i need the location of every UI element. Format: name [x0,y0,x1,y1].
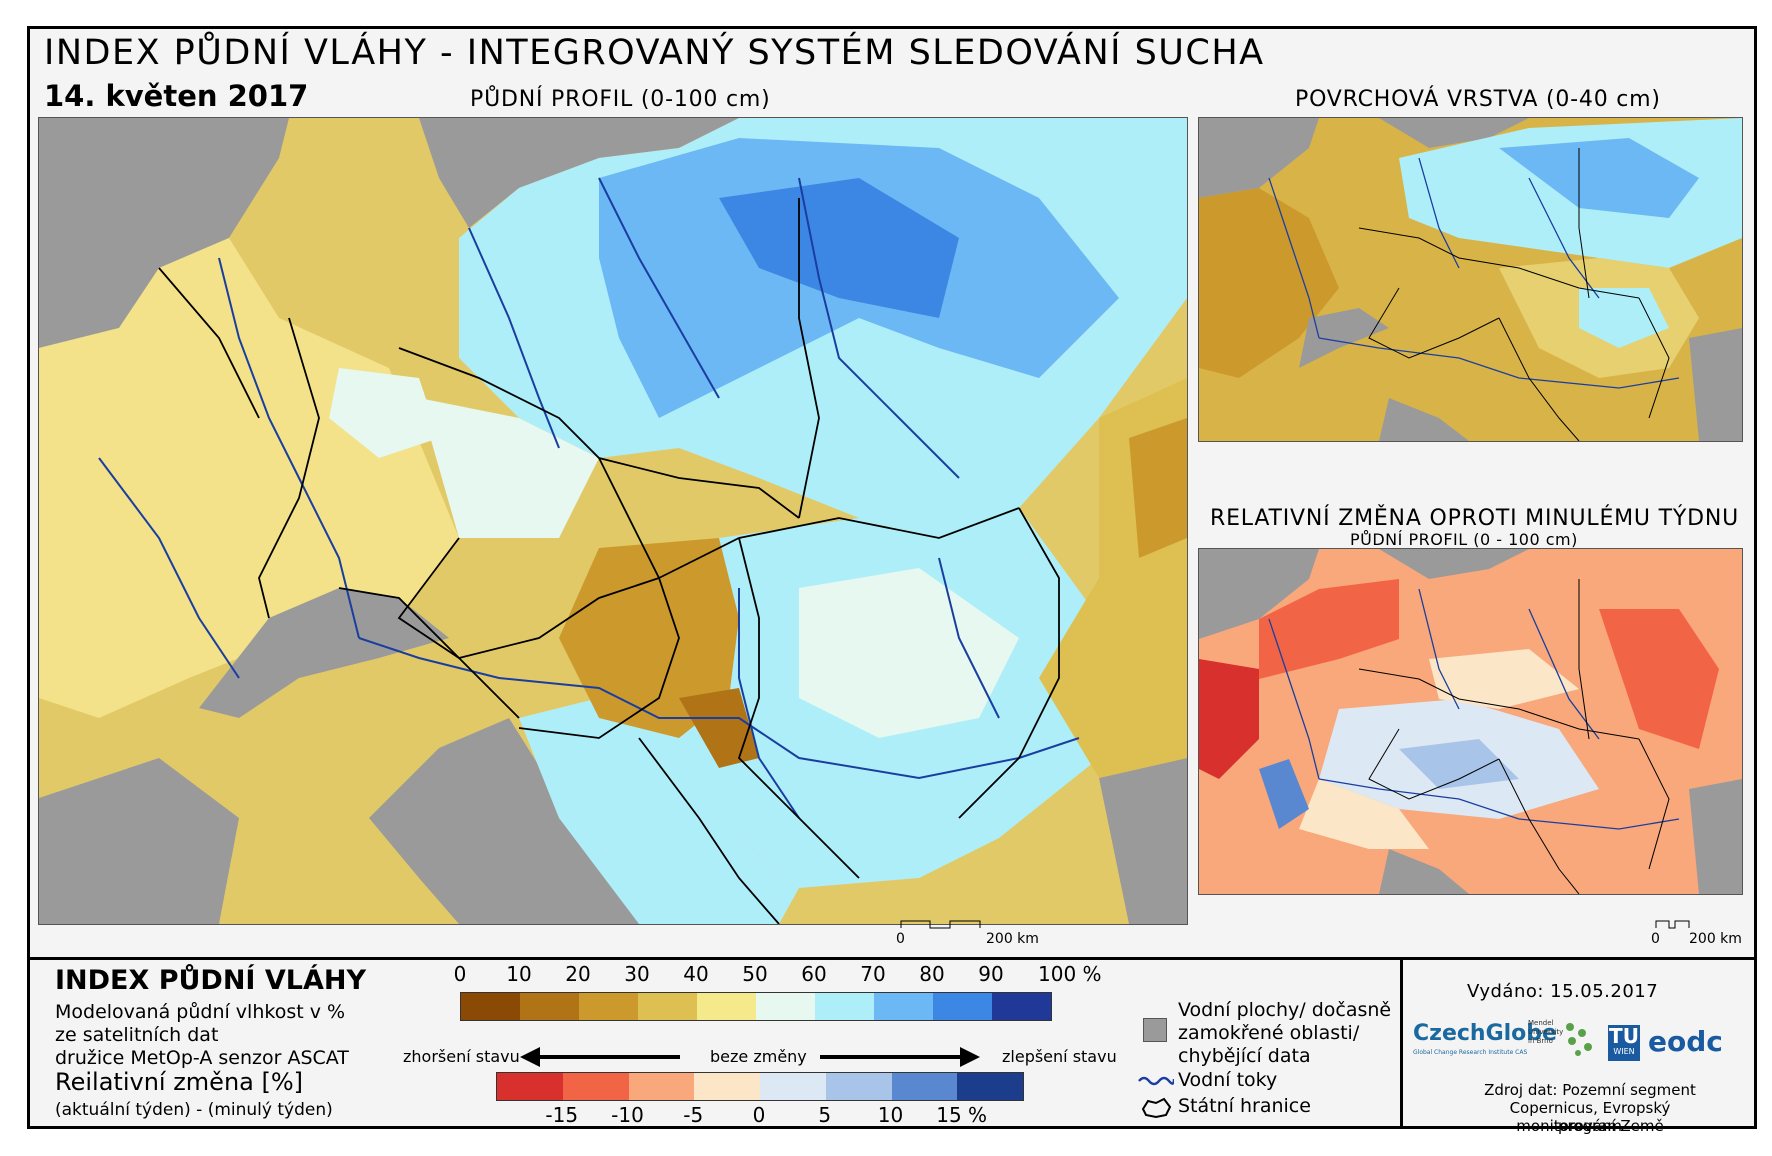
change-map-label: RELATIVNÍ ZMĚNA OPROTI MINULÉMU TÝDNU [1210,506,1740,531]
borders-label: Státní hranice [1178,1095,1311,1117]
index-color-1 [520,993,579,1020]
main-scale-dist: 200 km [986,931,1039,947]
change-color-2 [628,1073,695,1100]
change-tick-0: -15 [545,1103,579,1127]
legend-desc-3: družice MetOp-A senzor ASCAT [55,1047,349,1069]
rivers-label: Vodní toky [1178,1069,1278,1091]
change-map-sublabel: PŮDNÍ PROFIL (0 - 100 cm) [1350,530,1578,549]
mendel-logo-icon [1566,1023,1592,1056]
better-arrow-icon [820,1047,980,1067]
main-map-label: PŮDNÍ PROFIL (0-100 cm) [470,87,771,112]
river-icon [1138,1076,1174,1086]
czechglobe-text: CzechGlobe [1413,1021,1557,1046]
tu-text: TU [1609,1024,1639,1048]
source-3: monitorování Země [1516,1117,1664,1135]
index-tick-6: 60 [801,962,827,986]
index-tick-1: 10 [506,962,532,986]
small-scale-dist: 200 km [1689,931,1742,947]
water-label-3: chybějící data [1178,1045,1311,1067]
index-tick-5: 50 [742,962,768,986]
main-scale-zero: 0 [896,931,905,947]
index-tick-10: 100 % [1038,962,1102,986]
index-color-5 [756,993,815,1020]
worse-arrow-icon [520,1047,680,1067]
map-date: 14. květen 2017 [44,79,309,113]
legend-desc-2: ze satelitních dat [55,1024,219,1046]
main-soil-moisture-map[interactable] [38,117,1188,925]
water-label-1: Vodní plochy/ dočasně [1178,999,1392,1021]
surface-map-label: POVRCHOVÁ VRSTVA (0-40 cm) [1295,87,1661,112]
index-tick-8: 80 [919,962,945,986]
index-tick-7: 70 [860,962,886,986]
change-color-4 [760,1073,826,1100]
eodc-logo: eodc [1648,1025,1723,1058]
index-tick-2: 20 [565,962,591,986]
index-tick-4: 40 [683,962,709,986]
legend-divider [30,957,1754,960]
index-color-6 [815,993,874,1020]
index-tick-0: 0 [453,962,467,986]
main-map-graphic [39,118,1187,924]
change-map-graphic [1199,549,1742,894]
worse-label: zhoršení stavu [403,1047,520,1066]
surface-layer-map[interactable] [1198,117,1743,442]
page-title: INDEX PŮDNÍ VLÁHY - INTEGROVANÝ SYSTÉM S… [44,33,1265,73]
map-frame: INDEX PŮDNÍ VLÁHY - INTEGROVANÝ SYSTÉM S… [27,26,1757,1135]
tu-sub: WIEN [1613,1047,1635,1056]
change-tick-5: 10 [877,1103,904,1127]
water-swatch [1143,1018,1167,1042]
legend-change-desc: (aktuální týden) - (minulý týden) [55,1100,333,1120]
change-color-0 [497,1073,563,1100]
change-color-1 [562,1073,629,1100]
issued-date: Vydáno: 15.05.2017 [1467,981,1659,1002]
change-tick-6: 15 % [936,1103,988,1127]
weekly-change-map[interactable] [1198,548,1743,895]
mendel-text: Mendel University in Brno [1528,1019,1564,1045]
legend-title: INDEX PŮDNÍ VLÁHY [55,965,367,996]
better-label: zlepšení stavu [1002,1047,1117,1066]
czechglobe-logo: CzechGlobe [1413,1021,1557,1046]
change-color-7 [957,1073,1023,1100]
czechglobe-sub: Global Change Research Institute CAS [1413,1049,1528,1056]
change-color-scale [496,1072,1024,1101]
change-color-3 [694,1073,760,1100]
index-color-3 [638,993,697,1020]
index-color-8 [933,993,992,1020]
change-tick-1: -10 [611,1103,644,1127]
index-color-scale [460,992,1052,1021]
change-tick-3: 0 [752,1103,766,1127]
legend-separator [1400,957,1403,1129]
source-2: Copernicus, Evropský program [1509,1099,1671,1135]
index-color-0 [461,993,520,1020]
surface-map-graphic [1199,118,1742,441]
change-tick-2: -5 [683,1103,704,1127]
change-tick-4: 5 [818,1103,832,1127]
legend-change-title: Reilativní změna [%] [55,1068,304,1096]
index-tick-9: 90 [978,962,1004,986]
index-color-2 [579,993,638,1020]
nochange-label: beze změny [710,1047,807,1066]
index-color-9 [992,993,1051,1020]
small-scale-zero: 0 [1651,931,1660,947]
index-tick-3: 30 [624,962,650,986]
source-1: Zdroj dat: Pozemní segment [1484,1081,1696,1099]
legend-desc-1: Modelovaná půdní vlhkost v % [55,1001,346,1023]
border-icon [1141,1097,1172,1119]
tu-wien-logo: TU WIEN [1608,1025,1640,1061]
water-label-2: zamokřené oblasti/ [1178,1022,1360,1044]
index-color-7 [874,993,933,1020]
change-color-6 [891,1073,958,1100]
change-color-5 [825,1073,892,1100]
index-color-4 [697,993,756,1020]
